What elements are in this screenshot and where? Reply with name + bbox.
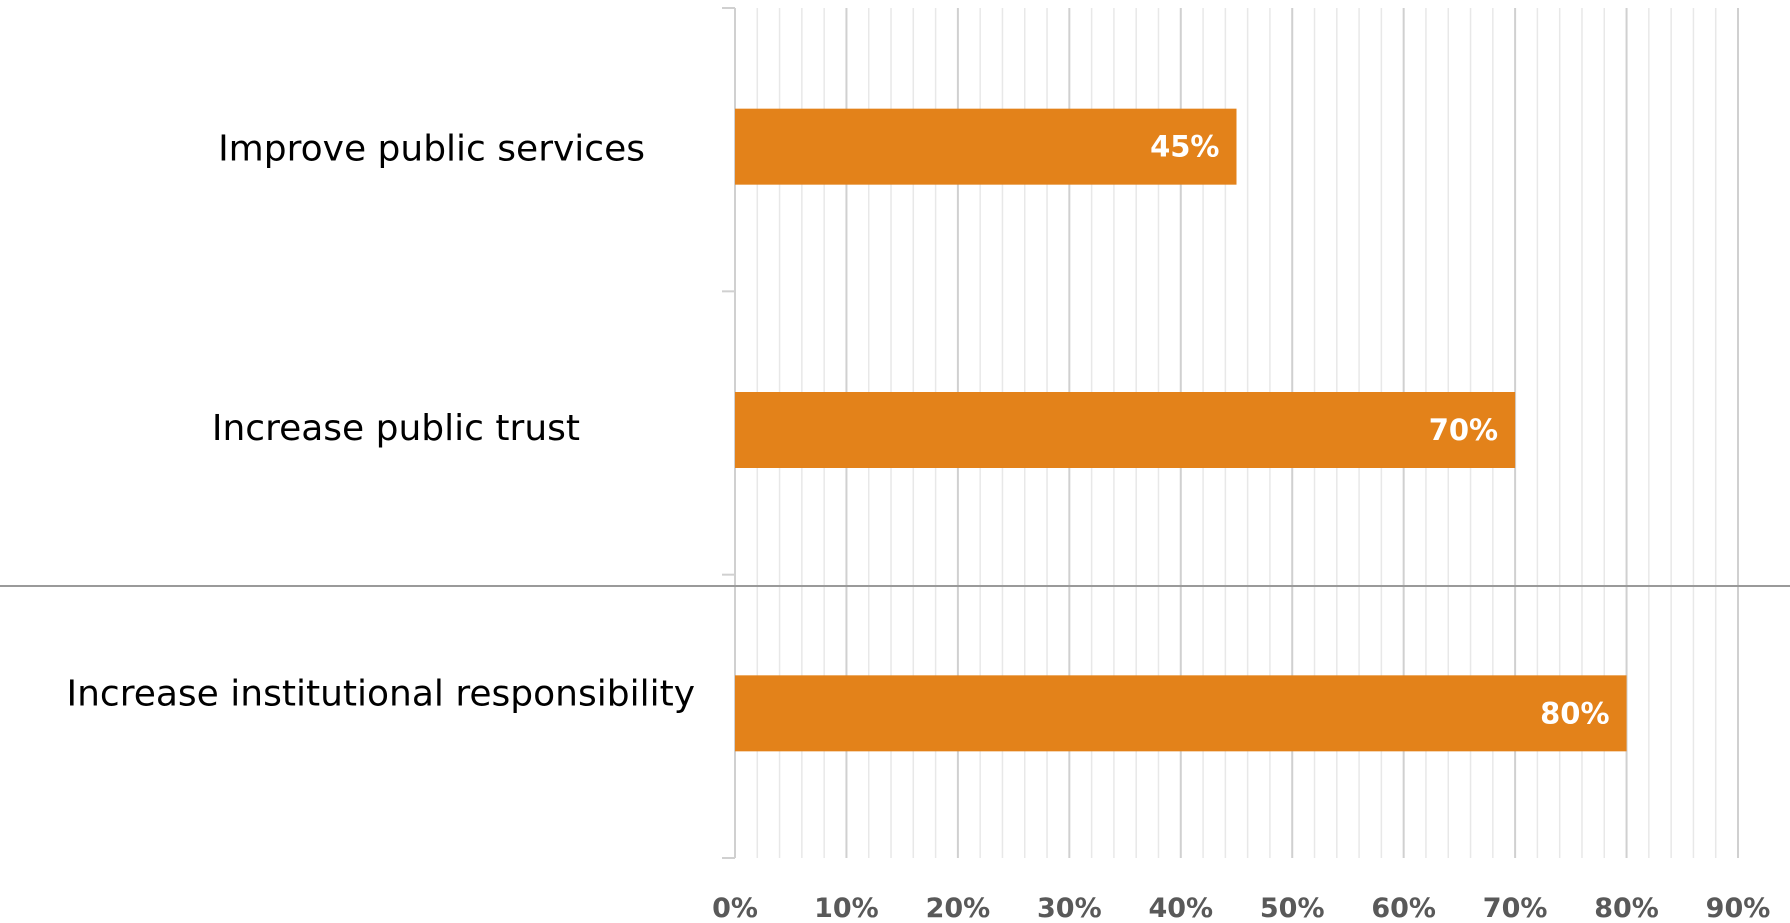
category-label: Increase public trust bbox=[212, 408, 580, 449]
x-tick-label: 0% bbox=[712, 893, 758, 923]
x-tick-label: 20% bbox=[926, 893, 991, 923]
x-tick-label: 90% bbox=[1706, 893, 1771, 923]
x-tick-label: 70% bbox=[1483, 893, 1548, 923]
x-axis-tick-labels: 0% 10% 20% 30% 40% 50% 60% 70% 80% 90% bbox=[712, 893, 1770, 923]
data-label: 45% bbox=[1150, 130, 1219, 164]
category-axis bbox=[722, 7, 736, 859]
category-label: Increase institutional responsibility bbox=[66, 673, 695, 714]
x-tick-label: 60% bbox=[1371, 893, 1436, 923]
x-tick-label: 30% bbox=[1037, 893, 1102, 923]
bar-increase-institutional-responsibility bbox=[735, 675, 1627, 752]
x-tick-label: 10% bbox=[814, 893, 879, 923]
category-labels: Improve public services Increase public t… bbox=[66, 129, 695, 715]
x-tick-label: 80% bbox=[1594, 893, 1659, 923]
category-label: Improve public services bbox=[218, 129, 645, 170]
bar-improve-public-services bbox=[735, 108, 1237, 185]
data-label: 80% bbox=[1540, 696, 1609, 730]
bar-increase-public-trust bbox=[735, 392, 1516, 468]
data-label: 70% bbox=[1429, 413, 1498, 447]
x-tick-label: 40% bbox=[1148, 893, 1213, 923]
x-tick-label: 50% bbox=[1260, 893, 1325, 923]
bars: 45% 70% 80% bbox=[735, 108, 1627, 752]
